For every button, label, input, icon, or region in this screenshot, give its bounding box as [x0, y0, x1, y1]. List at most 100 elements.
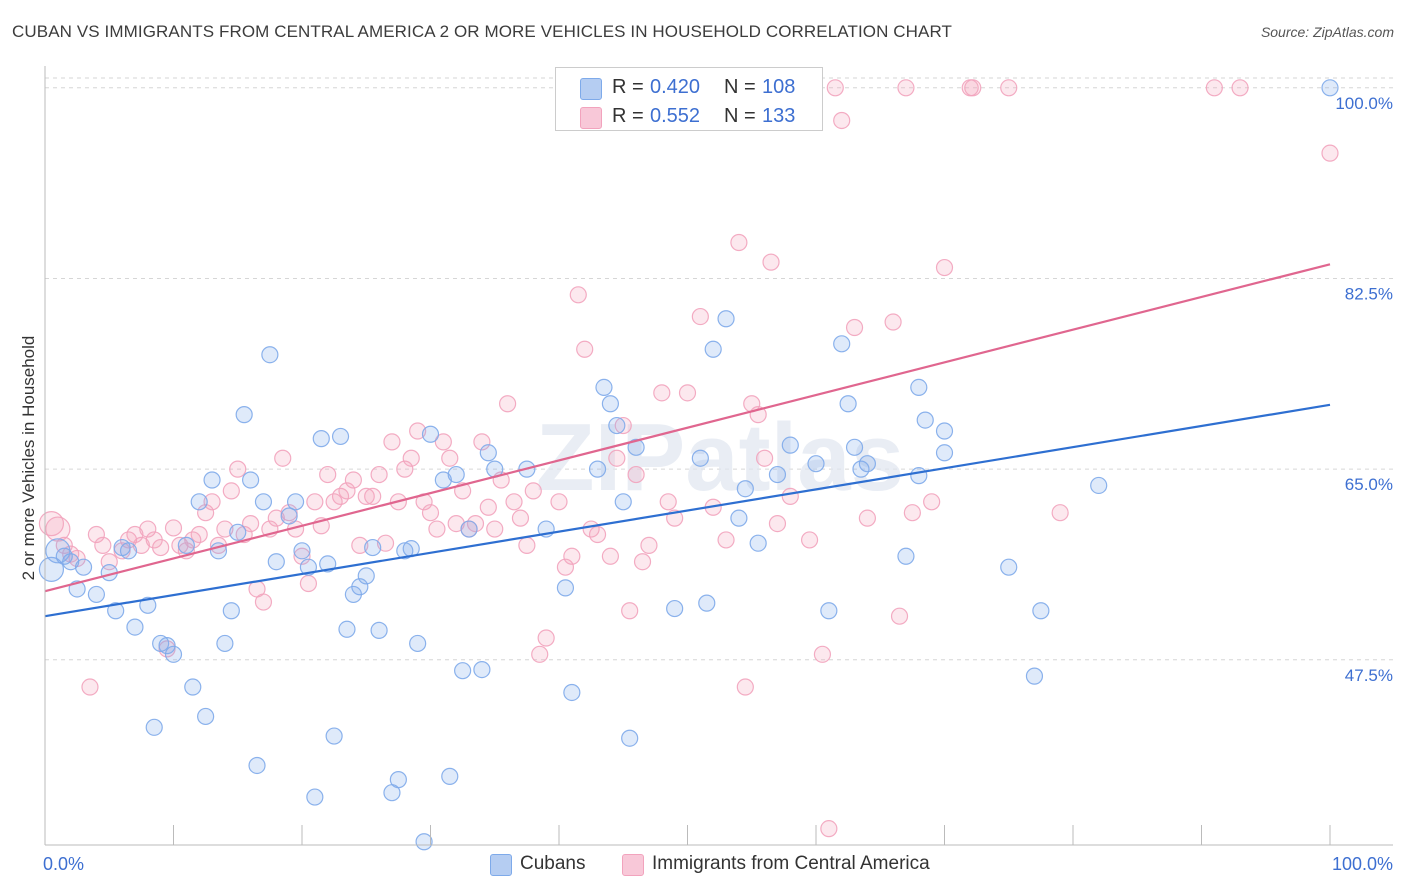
- cuban-point: [601, 395, 620, 413]
- cuban-point: [139, 596, 157, 614]
- central-america-point: [1321, 144, 1339, 162]
- cuban-point: [768, 465, 787, 484]
- cuban-point: [1090, 476, 1108, 495]
- central-america-point: [659, 493, 677, 511]
- cuban-point: [293, 542, 311, 560]
- cuban-point: [627, 438, 645, 456]
- cuban-point: [781, 436, 799, 454]
- central-america-point: [409, 422, 427, 440]
- central-america-point: [376, 534, 395, 552]
- central-america-point: [813, 645, 832, 663]
- cuban-point: [434, 471, 452, 489]
- cuban-point: [717, 310, 735, 328]
- central-america-point: [563, 547, 581, 565]
- cuban-point: [935, 422, 954, 440]
- central-america-point: [152, 538, 170, 557]
- central-america-point: [762, 253, 780, 271]
- central-america-point: [473, 433, 491, 451]
- central-america-point: [267, 509, 285, 527]
- central-america-point: [845, 318, 864, 337]
- central-america-point: [884, 313, 902, 331]
- x-tick-label: 100.0%: [1332, 854, 1393, 874]
- central-america-point: [132, 536, 150, 554]
- legend-n-label: N =: [724, 76, 756, 98]
- correlation-legend: R = 0.420 N = 108 R = 0.552 N = 133: [555, 67, 823, 131]
- y-tick-label: 100.0%: [1335, 94, 1393, 113]
- central-america-point: [1000, 79, 1018, 97]
- legend-n-value-central-america: 133: [762, 105, 796, 127]
- central-america-point: [254, 593, 273, 611]
- central-america-point: [627, 465, 645, 484]
- cuban-point: [730, 509, 748, 527]
- central-america-point: [306, 493, 324, 511]
- central-america-point: [486, 520, 504, 538]
- central-america-point: [344, 471, 362, 489]
- cuban-point: [608, 416, 626, 435]
- cuban-point: [1000, 558, 1018, 576]
- cuban-point: [364, 538, 382, 557]
- cuban-point: [325, 727, 343, 745]
- cubans-trend-line: [44, 403, 1331, 618]
- central-america-point: [833, 111, 851, 130]
- central-america-point: [511, 509, 530, 527]
- central-america-point: [755, 449, 774, 467]
- cuban-point: [351, 578, 369, 596]
- legend-label-central-america: Immigrants from Central America: [652, 853, 930, 874]
- central-america-point: [717, 531, 735, 549]
- central-america-point: [94, 536, 112, 554]
- central-america-point: [903, 504, 921, 522]
- cuban-point: [421, 425, 440, 443]
- central-america-point: [768, 514, 787, 533]
- chart-source: Source: ZipAtlas.com: [1260, 24, 1394, 40]
- central-america-point: [781, 487, 799, 505]
- cuban-point: [222, 602, 240, 620]
- x-tick-label: 0.0%: [43, 854, 84, 874]
- central-america-point: [383, 433, 401, 451]
- cuban-point: [916, 411, 934, 429]
- central-america-point: [730, 233, 748, 252]
- legend-r-value-cubans: 0.420: [650, 76, 701, 98]
- chart-title: CUBAN VS IMMIGRANTS FROM CENTRAL AMERICA…: [12, 22, 953, 41]
- cuban-point: [254, 493, 273, 511]
- central-america-trend-line: [44, 263, 1331, 593]
- central-america-point: [1231, 79, 1249, 97]
- central-america-point: [1051, 504, 1069, 522]
- central-america-point: [633, 553, 652, 571]
- y-tick-label: 47.5%: [1345, 666, 1393, 685]
- legend-n-label: N =: [724, 105, 756, 127]
- cuban-point: [454, 662, 472, 680]
- cuban-point: [306, 788, 324, 806]
- central-america-point: [640, 536, 658, 554]
- central-america-point: [531, 645, 549, 663]
- central-america-point: [357, 487, 375, 505]
- central-america-point: [402, 449, 420, 467]
- central-america-point: [820, 820, 838, 838]
- cuban-point: [177, 536, 195, 554]
- cuban-point: [216, 634, 234, 653]
- cuban-point: [807, 455, 825, 473]
- central-america-point: [569, 286, 587, 304]
- central-america-point: [923, 493, 941, 511]
- cuban-point: [614, 493, 632, 511]
- grid-lines: [45, 77, 1393, 661]
- central-america-point: [935, 258, 954, 277]
- central-america-point: [428, 520, 446, 538]
- cuban-point: [473, 660, 491, 679]
- central-america-point: [293, 547, 311, 565]
- central-america-point: [678, 384, 697, 402]
- legend-label-cubans: Cubans: [520, 853, 586, 874]
- central-america-point: [479, 498, 497, 516]
- central-america-point: [242, 514, 260, 533]
- central-america-point: [576, 340, 594, 358]
- cuban-point: [820, 602, 838, 620]
- central-america-point: [364, 487, 382, 505]
- cuban-point: [897, 547, 915, 565]
- cuban-point: [126, 618, 144, 636]
- central-america-point: [197, 504, 215, 522]
- cuban-point: [319, 555, 337, 573]
- y-tick-label: 65.0%: [1345, 475, 1393, 494]
- central-america-point: [550, 493, 568, 511]
- cuban-point: [107, 602, 125, 620]
- legend-r-value-central-america: 0.552: [650, 105, 701, 127]
